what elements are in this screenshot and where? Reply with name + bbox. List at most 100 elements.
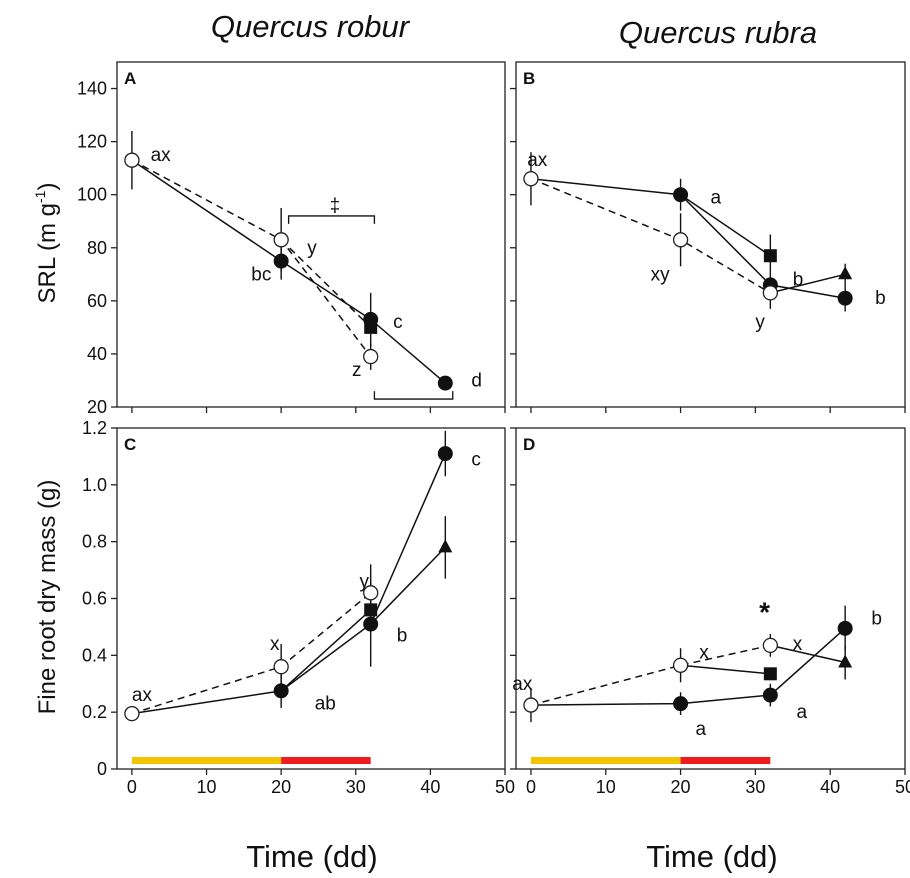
y-tick-label: 0.2 — [82, 702, 107, 722]
significance-bracket — [373, 391, 454, 400]
series-line-square — [280, 239, 372, 328]
x-tick-label: 10 — [596, 777, 616, 797]
y-tick-label: 80 — [87, 238, 107, 258]
data-point-open-circle — [124, 152, 140, 168]
data-point-open-circle — [363, 585, 379, 601]
y-axis-label-srl-main: SRL (m g — [34, 203, 61, 303]
y-tick-label: 0.8 — [82, 532, 107, 552]
series-line-triangle — [770, 644, 846, 664]
treatment-bar — [281, 757, 371, 764]
annotation-label: y — [755, 312, 765, 333]
panel-frame — [116, 427, 506, 770]
data-point-filled-circle — [837, 290, 853, 306]
x-tick-label: 30 — [745, 777, 765, 797]
annotation-label: a — [797, 702, 808, 723]
data-point-open-circle — [672, 232, 689, 248]
data-point-filled-circle — [673, 187, 689, 203]
x-tick-label: 0 — [526, 777, 536, 797]
annotation-label: ax — [132, 685, 153, 706]
series-line-square — [680, 664, 771, 675]
annotation-label: a — [696, 719, 707, 740]
series-line-filled — [530, 627, 846, 706]
column-title-quercus-robur: Quercus robur — [211, 9, 411, 44]
data-point-filled-circle — [437, 446, 453, 462]
series-line-triangle — [370, 546, 446, 625]
series-line-filled — [530, 178, 846, 299]
annotation-label: x — [699, 642, 709, 663]
annotation-label: c — [393, 312, 403, 333]
annotation-label: x — [270, 634, 280, 655]
panel-letter: C — [124, 435, 136, 454]
data-point-triangle — [438, 539, 453, 553]
data-point-square — [364, 320, 378, 334]
annotation-label: b — [871, 608, 882, 629]
x-tick-label: 30 — [346, 777, 366, 797]
treatment-bar — [131, 757, 282, 764]
annotation-label: z — [352, 360, 362, 381]
data-point-triangle — [838, 654, 853, 668]
y-tick-label: 60 — [87, 291, 107, 311]
data-point-open-circle — [672, 657, 689, 673]
svg-text:SRL (m g-1): SRL (m g-1) — [32, 183, 61, 304]
data-point-filled-circle — [673, 696, 689, 712]
x-tick-label: 10 — [197, 777, 217, 797]
x-tick-label: 50 — [895, 777, 910, 797]
y-axis-label-srl: SRL (m g-1) — [32, 183, 61, 304]
y-tick-label: 100 — [77, 185, 107, 205]
data-point-square — [364, 603, 378, 617]
annotation-label: b — [793, 270, 804, 291]
data-point-open-circle — [273, 232, 289, 248]
y-axis-label-srl-end: ) — [34, 183, 61, 191]
y-axis-label-srl-sup: -1 — [32, 190, 48, 203]
annotation-label: ax — [151, 145, 172, 166]
x-axis-label-left: Time (dd) — [246, 839, 377, 873]
y-tick-label: 0.4 — [82, 645, 107, 665]
annotation-label: xy — [651, 264, 671, 285]
x-tick-label: 20 — [271, 777, 291, 797]
panel-letter: A — [124, 69, 136, 88]
annotation-label: * — [759, 597, 770, 628]
data-point-filled-circle — [363, 616, 379, 632]
column-titles: Quercus robur Quercus rubra — [211, 9, 817, 50]
series-line-triangle — [770, 273, 846, 294]
series-line-filled — [131, 453, 446, 715]
y-tick-label: 0.6 — [82, 589, 107, 609]
panel-b: Bax a xy b y b — [510, 61, 906, 413]
y-tick-label: 20 — [87, 397, 107, 417]
data-point-open-circle — [523, 697, 539, 713]
panel-d: D 0 10 20 30 40 50 ax x a * x a b — [510, 427, 910, 797]
data-point-triangle — [838, 266, 853, 280]
annotation-label: b — [875, 288, 886, 309]
data-point-filled-circle — [273, 253, 289, 269]
y-tick-label: 40 — [87, 344, 107, 364]
data-point-open-circle — [762, 637, 778, 654]
annotation-label: ax — [512, 674, 533, 695]
annotation-label: b — [397, 625, 408, 646]
x-tick-label: 40 — [820, 777, 840, 797]
series-line-open — [131, 159, 372, 358]
data-point-open-circle — [273, 659, 289, 675]
treatment-bar — [530, 757, 681, 764]
annotation-label: x — [793, 634, 803, 655]
data-point-open-circle — [363, 348, 379, 365]
data-point-filled-circle — [273, 683, 289, 699]
panel-a: A 20 40 60 80 100 120 140 ax y bc c z d ‡ — [77, 61, 506, 417]
annotation-label: bc — [251, 264, 271, 285]
x-tick-label: 0 — [127, 777, 137, 797]
data-point-filled-circle — [437, 375, 453, 391]
series-line-square — [280, 609, 372, 692]
panel-frame — [116, 61, 506, 408]
panel-frame — [515, 61, 906, 408]
panel-letter: D — [523, 435, 535, 454]
significance-bracket — [287, 215, 376, 224]
x-tick-label: 50 — [495, 777, 515, 797]
annotation-label: ax — [527, 150, 548, 171]
annotation-label: ab — [315, 694, 336, 715]
y-tick-label: 120 — [77, 132, 107, 152]
data-point-square — [763, 667, 777, 681]
treatment-bar — [680, 757, 771, 764]
annotation-label: c — [471, 449, 481, 470]
y-tick-label: 140 — [77, 79, 107, 99]
